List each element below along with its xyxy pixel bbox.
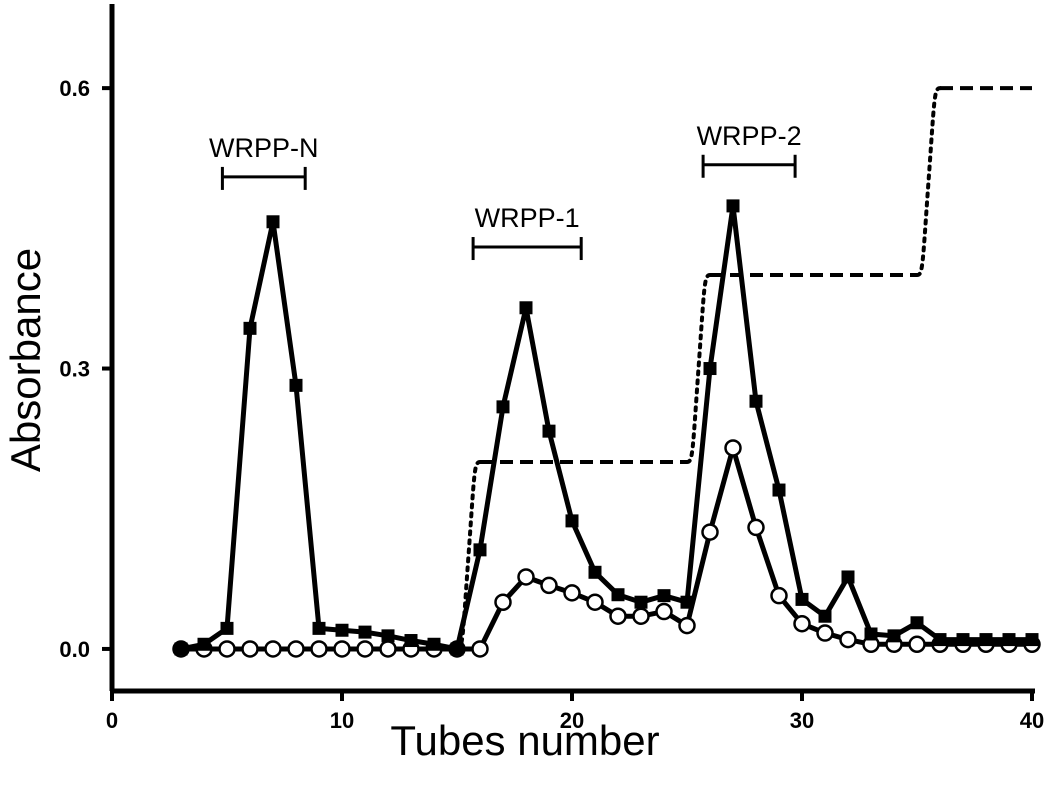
data-point-circle bbox=[517, 568, 535, 586]
data-point-circle bbox=[655, 602, 673, 621]
data-point-circle bbox=[563, 584, 581, 602]
fraction-bracket-label: WRPP-2 bbox=[697, 121, 802, 151]
fraction-bracket: WRPP-2 bbox=[697, 121, 802, 178]
data-point-square bbox=[542, 424, 556, 438]
fraction-bracket: WRPP-N bbox=[209, 133, 319, 190]
y-tick-label: 0.3 bbox=[59, 357, 90, 382]
data-point-square bbox=[473, 543, 487, 557]
gradient-line-segment bbox=[915, 86, 942, 278]
data-point-square bbox=[404, 634, 418, 648]
data-point-square bbox=[818, 609, 832, 623]
data-point-square bbox=[726, 199, 740, 213]
data-point-circle bbox=[586, 593, 604, 611]
data-point-circle bbox=[287, 640, 305, 658]
data-point-square bbox=[289, 378, 303, 392]
data-point-square bbox=[910, 616, 924, 630]
data-point-circle bbox=[471, 640, 489, 658]
data-point-circle bbox=[770, 586, 788, 605]
data-point-square bbox=[680, 595, 694, 609]
data-point-square bbox=[703, 362, 717, 376]
data-point-square bbox=[565, 514, 579, 528]
data-point-square bbox=[749, 394, 763, 408]
data-point-circle bbox=[356, 640, 374, 658]
markers-group bbox=[172, 199, 1041, 658]
brackets-group: WRPP-N WRPP-1 WRPP-2 bbox=[209, 121, 802, 261]
data-point-square bbox=[174, 642, 188, 656]
data-point-circle bbox=[724, 439, 742, 457]
data-point-square bbox=[864, 627, 878, 641]
data-point-square bbox=[772, 483, 786, 497]
data-point-square bbox=[933, 633, 947, 647]
data-point-circle bbox=[678, 616, 696, 635]
data-point-circle bbox=[494, 593, 512, 611]
data-point-square bbox=[1002, 633, 1016, 647]
data-point-square bbox=[657, 589, 671, 603]
series-group bbox=[180, 86, 1032, 652]
data-point-circle bbox=[747, 518, 765, 537]
data-point-circle bbox=[609, 607, 627, 625]
data-point-square bbox=[197, 637, 211, 651]
data-point-circle bbox=[379, 640, 397, 658]
ticks: 0 10 20 30 40 0.0 0.3 0.6 bbox=[59, 76, 1044, 733]
data-point-circle bbox=[839, 630, 857, 649]
series-line-open-circle bbox=[181, 445, 1032, 652]
data-point-circle bbox=[333, 640, 351, 658]
data-point-square bbox=[312, 621, 326, 635]
data-point-circle bbox=[540, 576, 558, 595]
x-tick-label: 30 bbox=[790, 708, 814, 733]
data-point-circle bbox=[310, 640, 328, 658]
data-point-square bbox=[611, 588, 625, 602]
fraction-bracket: WRPP-1 bbox=[471, 203, 583, 261]
fraction-bracket-label: WRPP-1 bbox=[475, 203, 580, 233]
data-point-square bbox=[335, 623, 349, 637]
y-tick-label: 0.6 bbox=[59, 76, 90, 101]
y-tick-label: 0.0 bbox=[59, 637, 90, 662]
data-point-square bbox=[519, 301, 533, 315]
data-point-square bbox=[634, 595, 648, 609]
x-tick-label: 0 bbox=[106, 708, 118, 733]
data-point-circle bbox=[241, 640, 259, 658]
data-point-square bbox=[979, 633, 993, 647]
data-point-square bbox=[956, 633, 970, 647]
data-point-circle bbox=[793, 614, 811, 633]
data-point-circle bbox=[218, 640, 236, 658]
x-tick-label: 40 bbox=[1020, 708, 1044, 733]
data-point-square bbox=[1025, 633, 1039, 647]
data-point-circle bbox=[264, 640, 282, 658]
data-point-circle bbox=[908, 635, 926, 654]
data-point-square bbox=[588, 565, 602, 579]
data-point-circle bbox=[632, 607, 650, 625]
data-point-square bbox=[887, 629, 901, 643]
data-point-square bbox=[841, 570, 855, 584]
x-tick-label: 20 bbox=[560, 708, 584, 733]
y-axis-title: Absorbance bbox=[2, 248, 49, 472]
data-point-square bbox=[496, 400, 510, 414]
data-point-circle bbox=[816, 624, 834, 642]
data-point-square bbox=[381, 629, 395, 643]
series-line-filled-square bbox=[180, 203, 1032, 652]
data-point-square bbox=[450, 642, 464, 656]
fraction-bracket-label: WRPP-N bbox=[209, 133, 319, 163]
data-point-circle bbox=[701, 523, 719, 541]
data-point-square bbox=[220, 621, 234, 635]
x-axis-title: Tubes number bbox=[390, 717, 659, 764]
data-point-square bbox=[358, 625, 372, 639]
x-tick-label: 10 bbox=[330, 708, 354, 733]
data-point-square bbox=[243, 321, 257, 335]
data-point-square bbox=[266, 215, 280, 229]
data-point-square bbox=[427, 637, 441, 651]
data-point-square bbox=[795, 592, 809, 606]
